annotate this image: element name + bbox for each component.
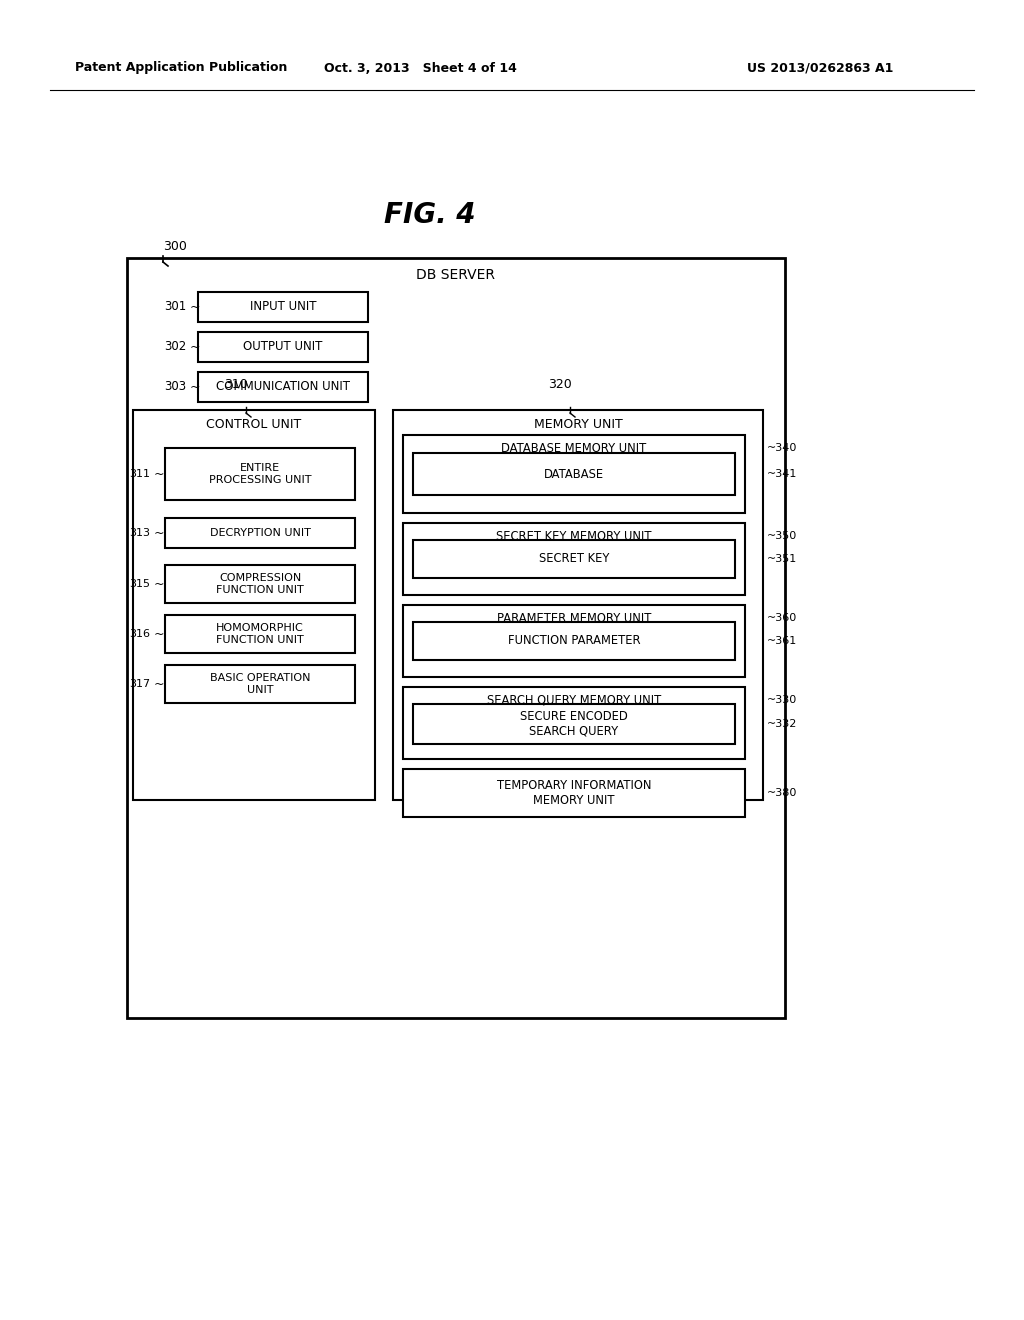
Text: 313: 313: [129, 528, 150, 539]
Text: SECRET KEY MEMORY UNIT: SECRET KEY MEMORY UNIT: [497, 529, 651, 543]
Text: ~351: ~351: [767, 554, 798, 564]
Text: ~: ~: [154, 578, 165, 590]
Text: 316: 316: [129, 630, 150, 639]
Text: 302: 302: [164, 341, 186, 354]
Text: ~332: ~332: [767, 719, 798, 729]
Bar: [413, 704, 735, 744]
Text: DATABASE MEMORY UNIT: DATABASE MEMORY UNIT: [502, 441, 646, 454]
Bar: [403, 770, 745, 817]
Text: 303: 303: [164, 380, 186, 393]
Bar: [413, 453, 735, 495]
Text: SECURE ENCODED
SEARCH QUERY: SECURE ENCODED SEARCH QUERY: [520, 710, 628, 738]
Text: ~340: ~340: [767, 444, 798, 453]
Bar: [165, 447, 355, 500]
Bar: [413, 622, 735, 660]
Text: OUTPUT UNIT: OUTPUT UNIT: [244, 341, 323, 354]
Text: 310: 310: [224, 379, 248, 392]
Text: 300: 300: [163, 239, 186, 252]
Text: 317: 317: [129, 678, 150, 689]
Text: BASIC OPERATION
UNIT: BASIC OPERATION UNIT: [210, 673, 310, 694]
Text: 311: 311: [129, 469, 150, 479]
Bar: [198, 333, 368, 362]
Text: DECRYPTION UNIT: DECRYPTION UNIT: [210, 528, 310, 539]
Bar: [413, 540, 735, 578]
Text: ~: ~: [190, 380, 201, 393]
Text: ~360: ~360: [767, 612, 798, 623]
Text: 315: 315: [129, 579, 150, 589]
Bar: [133, 411, 375, 800]
Text: US 2013/0262863 A1: US 2013/0262863 A1: [746, 62, 893, 74]
Text: SEARCH QUERY MEMORY UNIT: SEARCH QUERY MEMORY UNIT: [486, 693, 662, 706]
Text: ~: ~: [154, 627, 165, 640]
Text: DB SERVER: DB SERVER: [417, 268, 496, 282]
Text: ~380: ~380: [767, 788, 798, 799]
Text: COMMUNICATION UNIT: COMMUNICATION UNIT: [216, 380, 350, 393]
Bar: [393, 411, 763, 800]
Bar: [403, 523, 745, 595]
Text: FUNCTION PARAMETER: FUNCTION PARAMETER: [508, 635, 640, 648]
Bar: [403, 605, 745, 677]
Text: ~: ~: [154, 467, 165, 480]
Text: 301: 301: [164, 301, 186, 314]
Bar: [165, 665, 355, 704]
Text: DATABASE: DATABASE: [544, 467, 604, 480]
Text: PARAMETER MEMORY UNIT: PARAMETER MEMORY UNIT: [497, 611, 651, 624]
Text: Patent Application Publication: Patent Application Publication: [75, 62, 288, 74]
Text: CONTROL UNIT: CONTROL UNIT: [207, 417, 302, 430]
Text: Oct. 3, 2013   Sheet 4 of 14: Oct. 3, 2013 Sheet 4 of 14: [324, 62, 516, 74]
Text: ~330: ~330: [767, 696, 798, 705]
Text: ~: ~: [190, 301, 201, 314]
Bar: [165, 615, 355, 653]
Text: SECRET KEY: SECRET KEY: [539, 553, 609, 565]
Bar: [165, 565, 355, 603]
Text: ~341: ~341: [767, 469, 798, 479]
Text: ~350: ~350: [767, 531, 798, 541]
Bar: [127, 257, 785, 1018]
Text: ENTIRE
PROCESSING UNIT: ENTIRE PROCESSING UNIT: [209, 463, 311, 484]
Text: TEMPORARY INFORMATION
MEMORY UNIT: TEMPORARY INFORMATION MEMORY UNIT: [497, 779, 651, 807]
Text: ~361: ~361: [767, 636, 798, 645]
Text: FIG. 4: FIG. 4: [384, 201, 476, 228]
Bar: [198, 292, 368, 322]
Text: MEMORY UNIT: MEMORY UNIT: [534, 417, 623, 430]
Text: INPUT UNIT: INPUT UNIT: [250, 301, 316, 314]
Text: ~: ~: [154, 527, 165, 540]
Bar: [198, 372, 368, 403]
Text: COMPRESSION
FUNCTION UNIT: COMPRESSION FUNCTION UNIT: [216, 573, 304, 595]
Text: 320: 320: [548, 379, 571, 392]
Bar: [403, 686, 745, 759]
Text: ~: ~: [190, 341, 201, 354]
Text: HOMOMORPHIC
FUNCTION UNIT: HOMOMORPHIC FUNCTION UNIT: [216, 623, 304, 644]
Bar: [403, 436, 745, 513]
Bar: [165, 517, 355, 548]
Text: ~: ~: [154, 677, 165, 690]
